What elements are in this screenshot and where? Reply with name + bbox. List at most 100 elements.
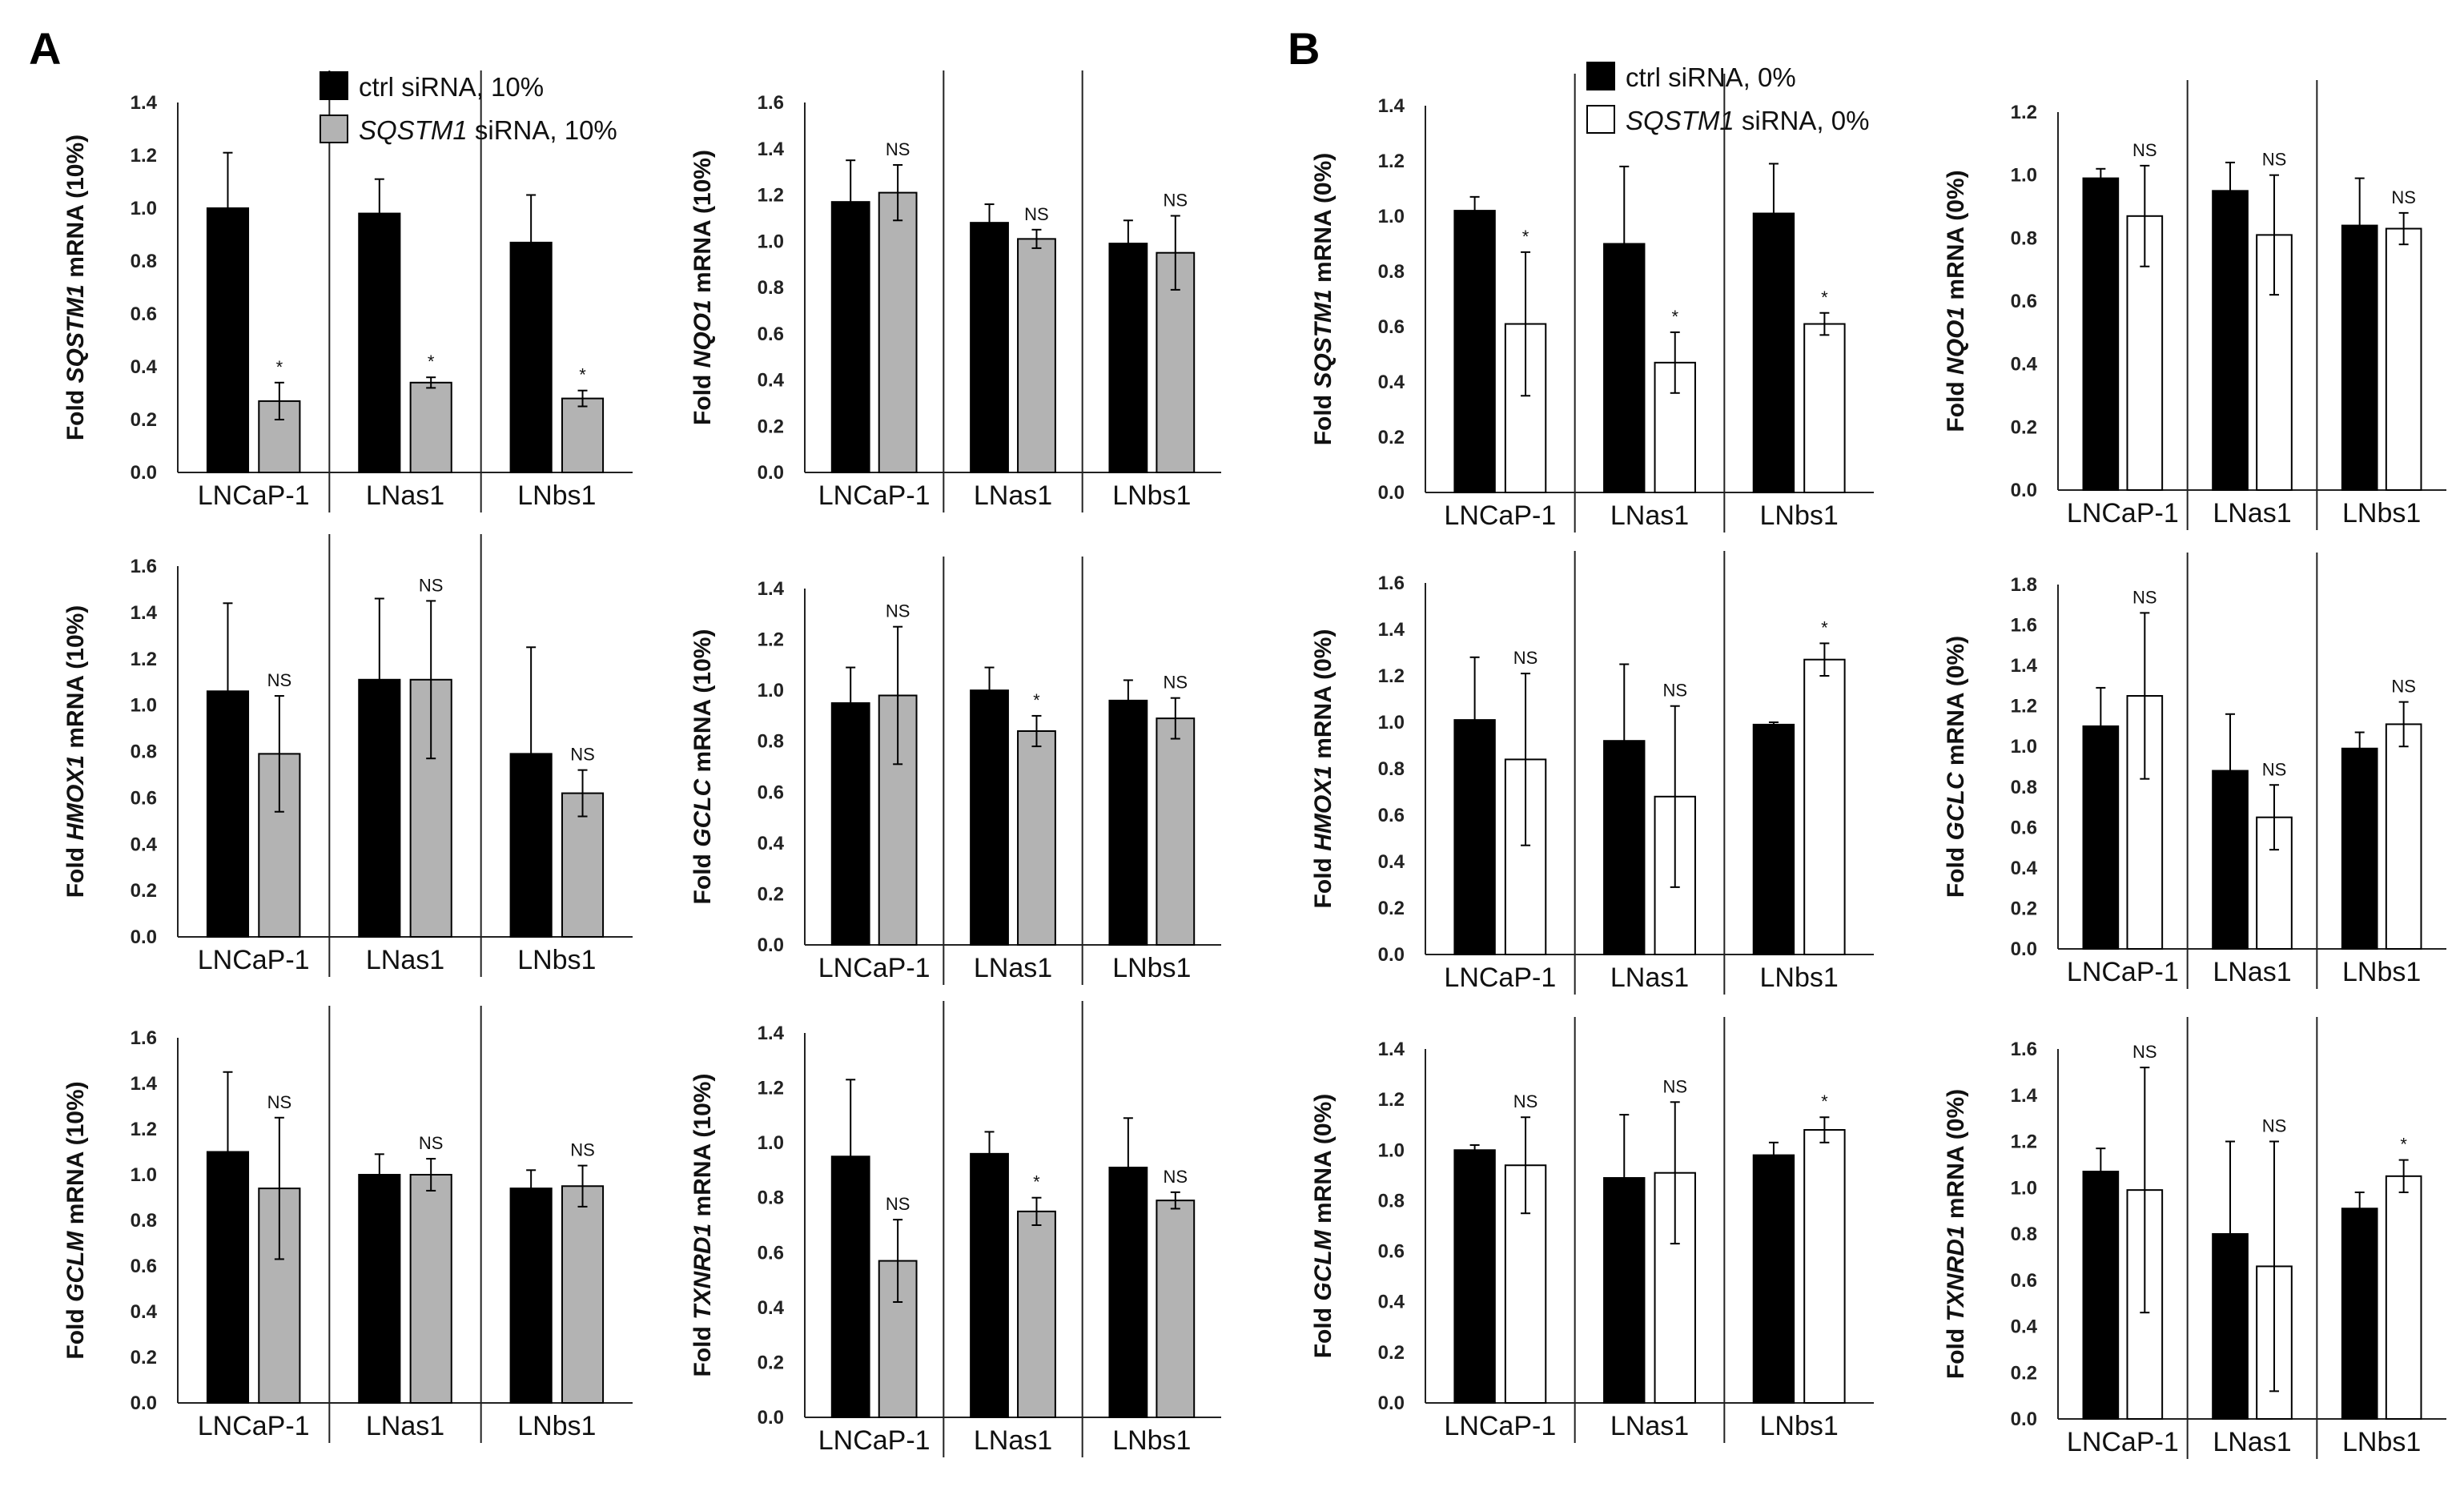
y-tick-label: 1.4: [131, 602, 158, 624]
y-tick-label: 0.8: [131, 1210, 157, 1232]
bar: [1017, 730, 1056, 946]
y-tick-label: 1.0: [1378, 712, 1405, 733]
legend-label: ctrl siRNA, 0%: [1626, 62, 1796, 92]
y-tick-label: 0.4: [2011, 858, 2038, 879]
category-label: LNas1: [974, 1425, 1052, 1456]
chart-5: 0.0 0.2 0.4 0.6 0.8 1.0 1.2 1.4 Fold TXNRD1 mRNA…: [689, 1001, 1221, 1457]
y-tick-label: 0.6: [2011, 291, 2037, 312]
y-tick-label: 1.6: [2011, 1039, 2037, 1060]
bar: [1453, 210, 1496, 493]
category-label: LNas1: [2213, 498, 2291, 528]
y-tick-label: 0.2: [1378, 427, 1405, 448]
chart-10: 0.0 0.2 0.4 0.6 0.8 1.0 1.2 1.4 Fold GCLM mRNA (…: [1310, 1017, 1874, 1443]
y-axis-label: Fold SQSTM1 mRNA (0%): [1310, 153, 1337, 446]
panel-label-b: B: [1288, 23, 1320, 74]
category-label: LNbs1: [1760, 963, 1839, 993]
y-tick-label: 0.0: [2011, 938, 2037, 960]
y-axis-label: Fold TXNRD1 mRNA (10%): [689, 1074, 716, 1377]
bar: [2082, 1171, 2120, 1420]
category-label: LNas1: [2213, 957, 2291, 987]
bar: [1017, 238, 1056, 473]
significance-label: NS: [267, 670, 292, 690]
significance-label: *: [579, 365, 586, 385]
legend-label: SQSTM1 siRNA, 10%: [359, 115, 617, 145]
y-tick-label: 1.4: [1378, 619, 1405, 641]
y-tick-label: 0.6: [131, 1256, 157, 1277]
category-label: LNbs1: [517, 1411, 596, 1441]
y-tick-label: 1.6: [131, 1027, 157, 1049]
y-tick-label: 1.2: [2011, 696, 2037, 717]
bar: [1156, 717, 1196, 946]
y-tick-label: 0.2: [2011, 416, 2037, 438]
y-tick-label: 1.4: [1378, 95, 1405, 117]
chart-3: 0.0 0.2 0.4 0.6 0.8 1.0 1.2 1.4 Fold GCLC mRNA (…: [689, 557, 1221, 985]
significance-label: NS: [1513, 1091, 1538, 1111]
significance-label: *: [1821, 617, 1828, 637]
legend-label: ctrl siRNA, 10%: [359, 72, 544, 102]
y-tick-label: 0.0: [1378, 482, 1405, 504]
significance-label: NS: [886, 139, 910, 159]
y-tick-label: 1.0: [131, 1164, 157, 1186]
y-tick-label: 0.8: [2011, 777, 2037, 798]
y-tick-label: 0.8: [758, 731, 784, 753]
y-tick-label: 0.6: [131, 303, 157, 325]
y-tick-label: 0.0: [758, 462, 784, 484]
y-tick-label: 1.2: [131, 649, 157, 670]
category-label: LNas1: [366, 945, 444, 975]
bar: [509, 1188, 553, 1404]
y-tick-label: 0.4: [2011, 354, 2038, 376]
y-tick-label: 1.2: [2011, 1131, 2037, 1153]
bar: [1017, 1210, 1056, 1419]
y-tick-label: 1.2: [2011, 102, 2037, 123]
y-axis-label: Fold SQSTM1 mRNA (10%): [62, 135, 89, 440]
significance-label: NS: [1164, 190, 1188, 210]
chart-9: 0.0 0.2 0.4 0.6 0.8 1.0 1.2 1.4 1.6 1.8 Fold GCLC …: [1943, 553, 2446, 989]
y-tick-label: 0.2: [758, 883, 784, 905]
y-tick-label: 1.0: [1378, 1139, 1405, 1161]
category-label: LNbs1: [1760, 1411, 1839, 1441]
category-label: LNCaP-1: [818, 1425, 931, 1456]
category-label: LNas1: [974, 480, 1052, 511]
significance-label: NS: [267, 1092, 292, 1112]
y-tick-label: 0.4: [2011, 1316, 2038, 1338]
y-tick-label: 0.0: [2011, 1409, 2037, 1430]
legend-swatch: [320, 71, 348, 100]
bar: [1156, 1200, 1196, 1418]
y-tick-label: 0.0: [131, 462, 157, 484]
y-tick-label: 1.0: [131, 198, 157, 219]
y-tick-label: 1.4: [2011, 655, 2038, 677]
bar: [1803, 658, 1846, 955]
significance-label: NS: [1164, 673, 1188, 693]
significance-label: *: [1821, 287, 1828, 307]
y-tick-label: 0.0: [1378, 944, 1405, 966]
category-label: LNCaP-1: [2067, 957, 2179, 987]
bar: [1803, 323, 1846, 493]
legend-1: ctrl siRNA, 0% SQSTM1 siRNA, 0%: [1586, 62, 1869, 135]
category-label: LNbs1: [1112, 953, 1191, 983]
y-tick-label: 1.4: [2011, 1085, 2038, 1107]
bar: [1752, 1154, 1795, 1404]
y-tick-label: 1.2: [1378, 665, 1405, 687]
legend-swatch: [320, 115, 348, 143]
significance-label: NS: [2132, 140, 2157, 160]
significance-label: NS: [2262, 1116, 2287, 1136]
y-tick-label: 0.4: [131, 356, 158, 378]
category-label: LNas1: [1610, 1411, 1689, 1441]
significance-label: *: [1522, 227, 1529, 247]
significance-label: NS: [1662, 681, 1687, 701]
y-tick-label: 0.8: [131, 251, 157, 272]
y-tick-label: 1.6: [758, 92, 784, 114]
bar: [561, 1185, 605, 1404]
chart-4: 0.0 0.2 0.4 0.6 0.8 1.0 1.2 1.4 1.6 Fold GCLM mRN…: [62, 1006, 633, 1443]
y-tick-label: 0.0: [758, 1407, 784, 1429]
bar: [2082, 177, 2120, 491]
category-label: LNCaP-1: [2067, 498, 2179, 528]
category-label: LNCaP-1: [1444, 1411, 1556, 1441]
y-tick-label: 0.6: [758, 1242, 784, 1264]
legend-swatch: [1586, 105, 1615, 134]
y-tick-label: 0.6: [1378, 1241, 1405, 1263]
bar: [970, 222, 1009, 473]
bar: [2385, 1175, 2422, 1420]
category-label: LNas1: [366, 1411, 444, 1441]
y-tick-label: 0.2: [131, 880, 157, 902]
